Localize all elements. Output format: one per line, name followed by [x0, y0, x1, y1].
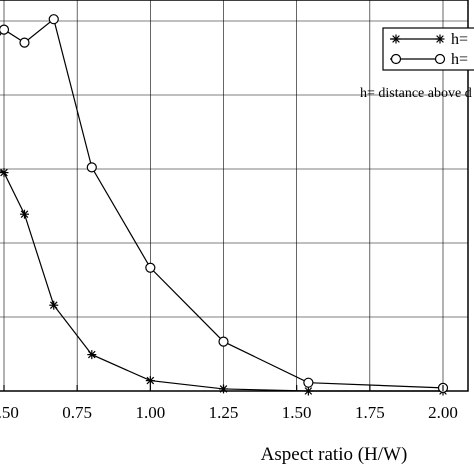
asterisk-glyph: [391, 34, 401, 44]
series-line-2: [0, 18, 444, 389]
legend-label-1: h=: [451, 31, 468, 48]
x-axis-ticks: 0.50 0.75 1.00 1.25 1.50 1.75 2.00: [0, 385, 458, 422]
x-tick-label: 1.75: [355, 403, 385, 422]
data-point-asterisk: [0, 168, 9, 178]
data-point-circle: [0, 24, 10, 35]
x-tick-label: 1.00: [135, 403, 165, 422]
data-point-asterisk: [19, 209, 29, 219]
annotation: h= distance above d: [360, 86, 472, 101]
data-point-circle: [86, 162, 97, 173]
data-point-circle: [19, 37, 30, 48]
data-point-circle: [303, 377, 314, 388]
x-tick-label: 0.75: [62, 403, 92, 422]
data-point-asterisk: [145, 376, 155, 386]
x-tick-label: 1.25: [209, 403, 239, 422]
asterisk-glyph: [435, 34, 445, 44]
x-tick-label: 1.50: [282, 403, 312, 422]
data-point-asterisk: [49, 300, 59, 310]
legend-marker-circle: [434, 53, 446, 65]
x-tick-label: 2.00: [428, 403, 458, 422]
series-layer: [0, 14, 449, 396]
legend-label-2: h=: [451, 51, 468, 68]
x-tick-label: 0.50: [0, 403, 19, 422]
legend-marker-circle: [390, 53, 402, 65]
series-line-1: [0, 170, 443, 392]
legend-marker-asterisk: [391, 34, 401, 44]
data-point-circle: [48, 14, 59, 25]
data-point-asterisk: [87, 350, 97, 360]
data-point-asterisk: [303, 386, 313, 396]
plot-frame: [0, 0, 469, 392]
legend: h= h=: [382, 27, 474, 71]
legend-marker-asterisk: [435, 34, 445, 44]
data-point-circle: [218, 336, 229, 347]
data-point-circle: [145, 262, 156, 273]
x-axis-title: Aspect ratio (H/W): [261, 444, 408, 465]
